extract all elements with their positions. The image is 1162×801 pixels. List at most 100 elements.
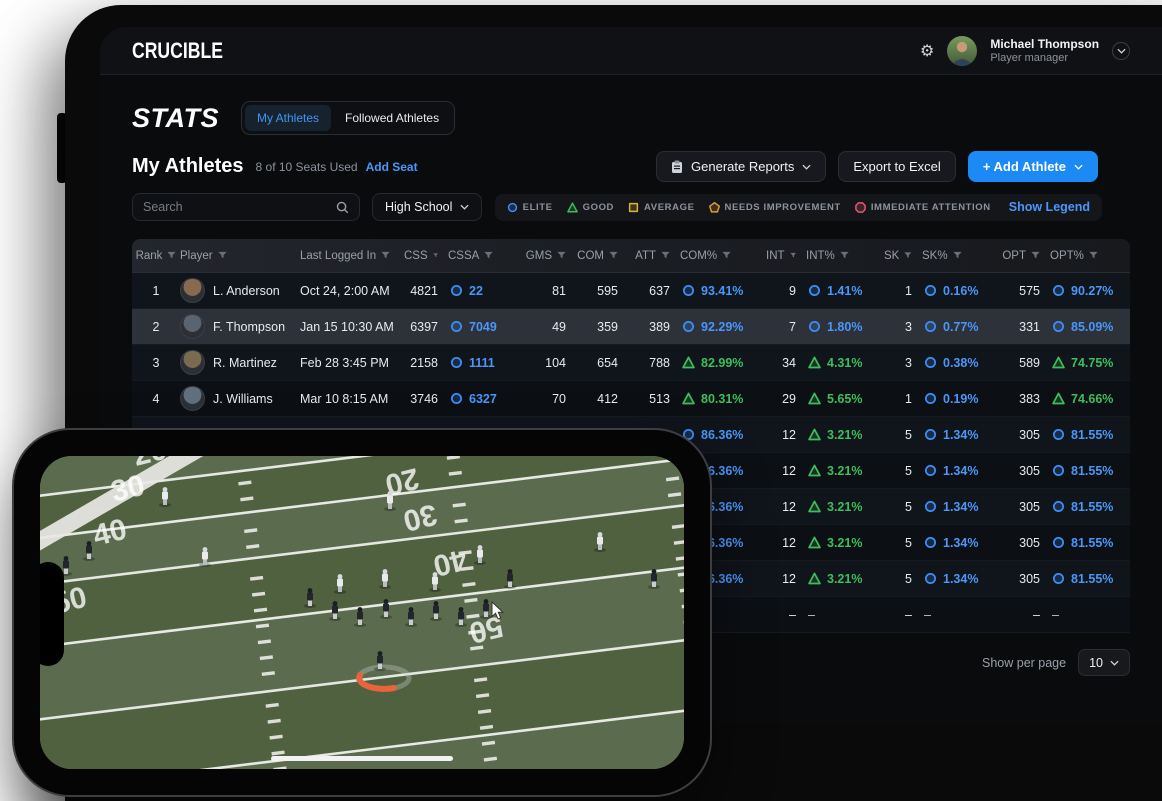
triangle-status-icon bbox=[808, 536, 821, 549]
cell-intp: 1.80% bbox=[806, 320, 884, 334]
gear-icon[interactable]: ⚙ bbox=[920, 41, 935, 60]
cell-optp: 81.55% bbox=[1050, 536, 1130, 550]
col-header-sk[interactable]: SK bbox=[884, 250, 922, 262]
cell-comp: 92.29% bbox=[680, 320, 766, 334]
per-page-value: 10 bbox=[1089, 655, 1103, 670]
filter-icon[interactable] bbox=[952, 251, 962, 260]
cell-skp: 1.34% bbox=[922, 500, 998, 514]
filter-icon[interactable] bbox=[789, 251, 796, 260]
cell-css: 2158 bbox=[410, 355, 438, 370]
filter-icon[interactable] bbox=[661, 251, 670, 260]
filter-icon[interactable] bbox=[1089, 251, 1098, 260]
cell-sk: 5 bbox=[905, 535, 912, 550]
cell-comp: 86.36% bbox=[680, 428, 766, 442]
circle-status-icon bbox=[1052, 572, 1065, 585]
phone-mockup: 2030405020304050 bbox=[12, 428, 712, 797]
col-header-intp[interactable]: INT% bbox=[806, 250, 884, 262]
filter-icon[interactable] bbox=[840, 251, 849, 260]
cell-last: Jan 15 10:30 AM bbox=[300, 319, 394, 334]
circle-status-icon bbox=[1052, 500, 1065, 513]
col-header-rank[interactable]: Rank bbox=[132, 250, 180, 262]
col-header-optp[interactable]: OPT% bbox=[1050, 250, 1130, 262]
col-header-player[interactable]: Player bbox=[180, 250, 300, 262]
generate-reports-button[interactable]: Generate Reports bbox=[656, 151, 827, 182]
table-row[interactable]: 3 R. Martinez Feb 28 3:45 PM 2158 1111 104 654… bbox=[132, 345, 1130, 381]
player-dark-jersey bbox=[455, 607, 467, 627]
chevron-down-icon bbox=[802, 164, 811, 170]
cell-rank: 2 bbox=[152, 319, 160, 334]
square-status-icon bbox=[628, 202, 639, 212]
filter-icon[interactable] bbox=[484, 251, 493, 260]
filter-icon[interactable] bbox=[167, 251, 177, 260]
filter-icon[interactable] bbox=[432, 251, 438, 260]
toolbar: My Athletes 8 of 10 Seats Used Add Seat … bbox=[132, 151, 1098, 182]
cell-css: 6397 bbox=[410, 319, 438, 334]
col-header-last[interactable]: Last Logged In bbox=[300, 250, 404, 262]
add-athlete-button[interactable]: + Add Athlete bbox=[967, 151, 1098, 182]
filter-icon[interactable] bbox=[557, 251, 566, 260]
chevron-down-icon bbox=[1116, 48, 1126, 54]
cell-sk: 5 bbox=[905, 499, 912, 514]
cell-skp: 0.19% bbox=[922, 392, 998, 406]
cell-skp: 1.34% bbox=[922, 464, 998, 478]
cell-opt: 331 bbox=[1019, 319, 1040, 334]
player-name: R. Martinez bbox=[213, 355, 277, 370]
cell-int: 34 bbox=[782, 355, 796, 370]
legend-item: ELITE bbox=[507, 202, 553, 213]
cell-opt: 305 bbox=[1019, 535, 1040, 550]
avatar[interactable] bbox=[947, 36, 978, 66]
col-header-int[interactable]: INT bbox=[766, 250, 806, 262]
cell-optp: 90.27% bbox=[1050, 284, 1130, 298]
cell-skp: – bbox=[924, 607, 931, 622]
circle-status-icon bbox=[924, 284, 937, 297]
topbar-right: ⚙ Michael Thompson Player bbox=[920, 27, 1131, 75]
user-role: Player manager bbox=[990, 51, 1068, 64]
export-excel-button[interactable]: Export to Excel bbox=[838, 151, 956, 182]
table-row[interactable]: 2 F. Thompson Jan 15 10:30 AM 6397 7049 49 359… bbox=[132, 309, 1130, 345]
home-indicator[interactable] bbox=[271, 756, 453, 761]
player-dark-jersey bbox=[380, 599, 392, 619]
user-info[interactable]: Michael Thompson Player manager bbox=[990, 37, 1099, 66]
circle-status-icon bbox=[924, 392, 937, 405]
filter-icon[interactable] bbox=[218, 251, 227, 260]
level-filter-select[interactable]: High School bbox=[372, 193, 483, 221]
cell-cssa: 6327 bbox=[448, 392, 520, 406]
col-header-gms[interactable]: GMS bbox=[520, 250, 576, 262]
filter-icon[interactable] bbox=[1031, 251, 1040, 260]
tab-followed-athletes[interactable]: Followed Athletes bbox=[345, 111, 440, 125]
table-row[interactable]: 1 L. Anderson Oct 24, 2:00 AM 4821 22 81 595 63… bbox=[132, 273, 1130, 309]
tab-my-athletes[interactable]: My Athletes bbox=[245, 105, 332, 131]
col-header-skp[interactable]: SK% bbox=[922, 250, 998, 262]
chevron-down-icon bbox=[1074, 164, 1083, 170]
show-per-page-label: Show per page bbox=[982, 655, 1067, 670]
circle-status-icon bbox=[682, 284, 695, 297]
col-header-css[interactable]: CSS bbox=[404, 250, 448, 262]
col-header-cssa[interactable]: CSSA bbox=[448, 250, 520, 262]
player-white-jersey bbox=[384, 491, 396, 511]
col-header-com[interactable]: COM bbox=[576, 250, 628, 262]
cell-comp: 93.41% bbox=[680, 284, 766, 298]
cell-sk: 5 bbox=[905, 571, 912, 586]
filter-icon[interactable] bbox=[722, 251, 731, 260]
account-menu-chevron[interactable] bbox=[1112, 42, 1131, 60]
legend-item: AVERAGE bbox=[628, 202, 694, 213]
game-video-screen[interactable]: 2030405020304050 bbox=[40, 456, 684, 769]
col-header-comp[interactable]: COM% bbox=[680, 250, 766, 262]
circle-status-icon bbox=[450, 392, 463, 405]
filter-icon[interactable] bbox=[904, 251, 912, 260]
add-seat-link[interactable]: Add Seat bbox=[365, 159, 418, 174]
search-input[interactable] bbox=[143, 200, 336, 214]
legend-item: IMMEDIATE ATTENTION bbox=[854, 202, 991, 213]
table-row[interactable]: 4 J. Williams Mar 10 8:15 AM 3746 6327 70 412 5… bbox=[132, 381, 1130, 417]
per-page-select[interactable]: 10 bbox=[1078, 649, 1130, 676]
search-icon bbox=[336, 201, 349, 213]
col-header-att[interactable]: ATT bbox=[628, 250, 680, 262]
cell-sk: 1 bbox=[905, 283, 912, 298]
filter-icon[interactable] bbox=[609, 251, 618, 260]
cell-comp: 82.99% bbox=[680, 356, 766, 370]
col-header-opt[interactable]: OPT bbox=[998, 250, 1050, 262]
filter-icon[interactable] bbox=[381, 251, 390, 260]
circle-status-icon bbox=[1052, 320, 1065, 333]
show-legend-link[interactable]: Show Legend bbox=[1008, 200, 1090, 214]
